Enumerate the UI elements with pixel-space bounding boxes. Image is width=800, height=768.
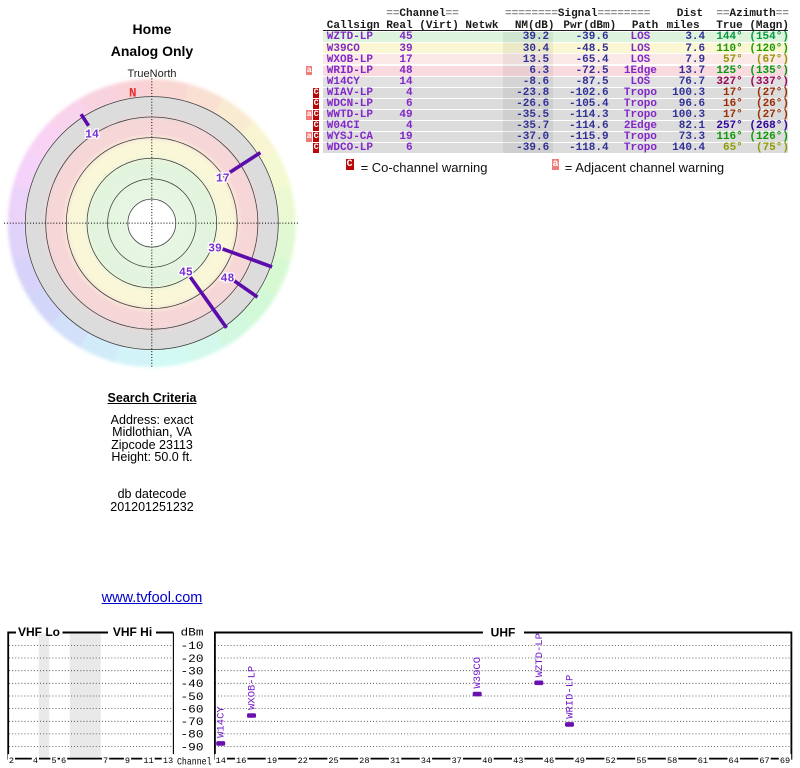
svg-text:55: 55 [636, 756, 646, 766]
svg-text:5: 5 [51, 756, 56, 766]
svg-text:25: 25 [328, 756, 338, 766]
svg-text:58: 58 [667, 756, 677, 766]
svg-text:37: 37 [452, 756, 462, 766]
svg-text:2: 2 [9, 756, 14, 766]
svg-text:17: 17 [216, 172, 230, 185]
svg-text:-10: -10 [181, 641, 204, 653]
svg-text:WRID-LP: WRID-LP [565, 675, 577, 719]
svg-text:46: 46 [544, 756, 554, 766]
svg-text:7: 7 [103, 756, 108, 766]
svg-text:W39CO: W39CO [472, 657, 484, 689]
svg-text:4: 4 [33, 756, 38, 766]
svg-text:19: 19 [267, 756, 277, 766]
svg-text:VHF Hi: VHF Hi [113, 625, 152, 639]
svg-text:11: 11 [143, 756, 153, 766]
svg-text:9: 9 [125, 756, 130, 766]
svg-text:45: 45 [179, 267, 193, 280]
svg-text:6: 6 [61, 756, 66, 766]
svg-text:-40: -40 [181, 679, 204, 691]
svg-text:43: 43 [513, 756, 523, 766]
svg-text:67: 67 [759, 756, 769, 766]
svg-text:40: 40 [482, 756, 492, 766]
svg-text:Channel: Channel [177, 756, 212, 768]
svg-text:dBm: dBm [181, 628, 204, 640]
svg-text:16: 16 [236, 756, 246, 766]
svg-text:31: 31 [390, 756, 400, 766]
svg-text:14: 14 [216, 756, 226, 766]
svg-text:48: 48 [221, 272, 235, 285]
svg-text:N: N [129, 86, 137, 100]
svg-text:28: 28 [359, 756, 369, 766]
svg-text:-90: -90 [181, 742, 204, 754]
svg-text:-60: -60 [181, 704, 204, 716]
svg-text:14: 14 [85, 129, 99, 142]
svg-text:W14CY: W14CY [216, 706, 228, 738]
svg-text:-20: -20 [181, 654, 204, 666]
svg-text:22: 22 [298, 756, 308, 766]
svg-text:WZTD-LP: WZTD-LP [534, 633, 546, 677]
svg-text:-80: -80 [181, 730, 204, 742]
svg-text:-50: -50 [181, 692, 204, 704]
svg-text:64: 64 [729, 756, 739, 766]
svg-text:VHF Lo: VHF Lo [18, 625, 60, 639]
svg-text:49: 49 [575, 756, 585, 766]
svg-text:34: 34 [421, 756, 431, 766]
svg-text:UHF: UHF [491, 625, 516, 639]
svg-text:-30: -30 [181, 667, 204, 679]
svg-text:-70: -70 [181, 717, 204, 729]
svg-text:61: 61 [698, 756, 708, 766]
svg-text:13: 13 [163, 756, 173, 766]
svg-text:WXOB-LP: WXOB-LP [247, 666, 259, 710]
svg-text:52: 52 [605, 756, 615, 766]
svg-text:69: 69 [780, 756, 790, 766]
svg-text:39: 39 [208, 242, 222, 255]
